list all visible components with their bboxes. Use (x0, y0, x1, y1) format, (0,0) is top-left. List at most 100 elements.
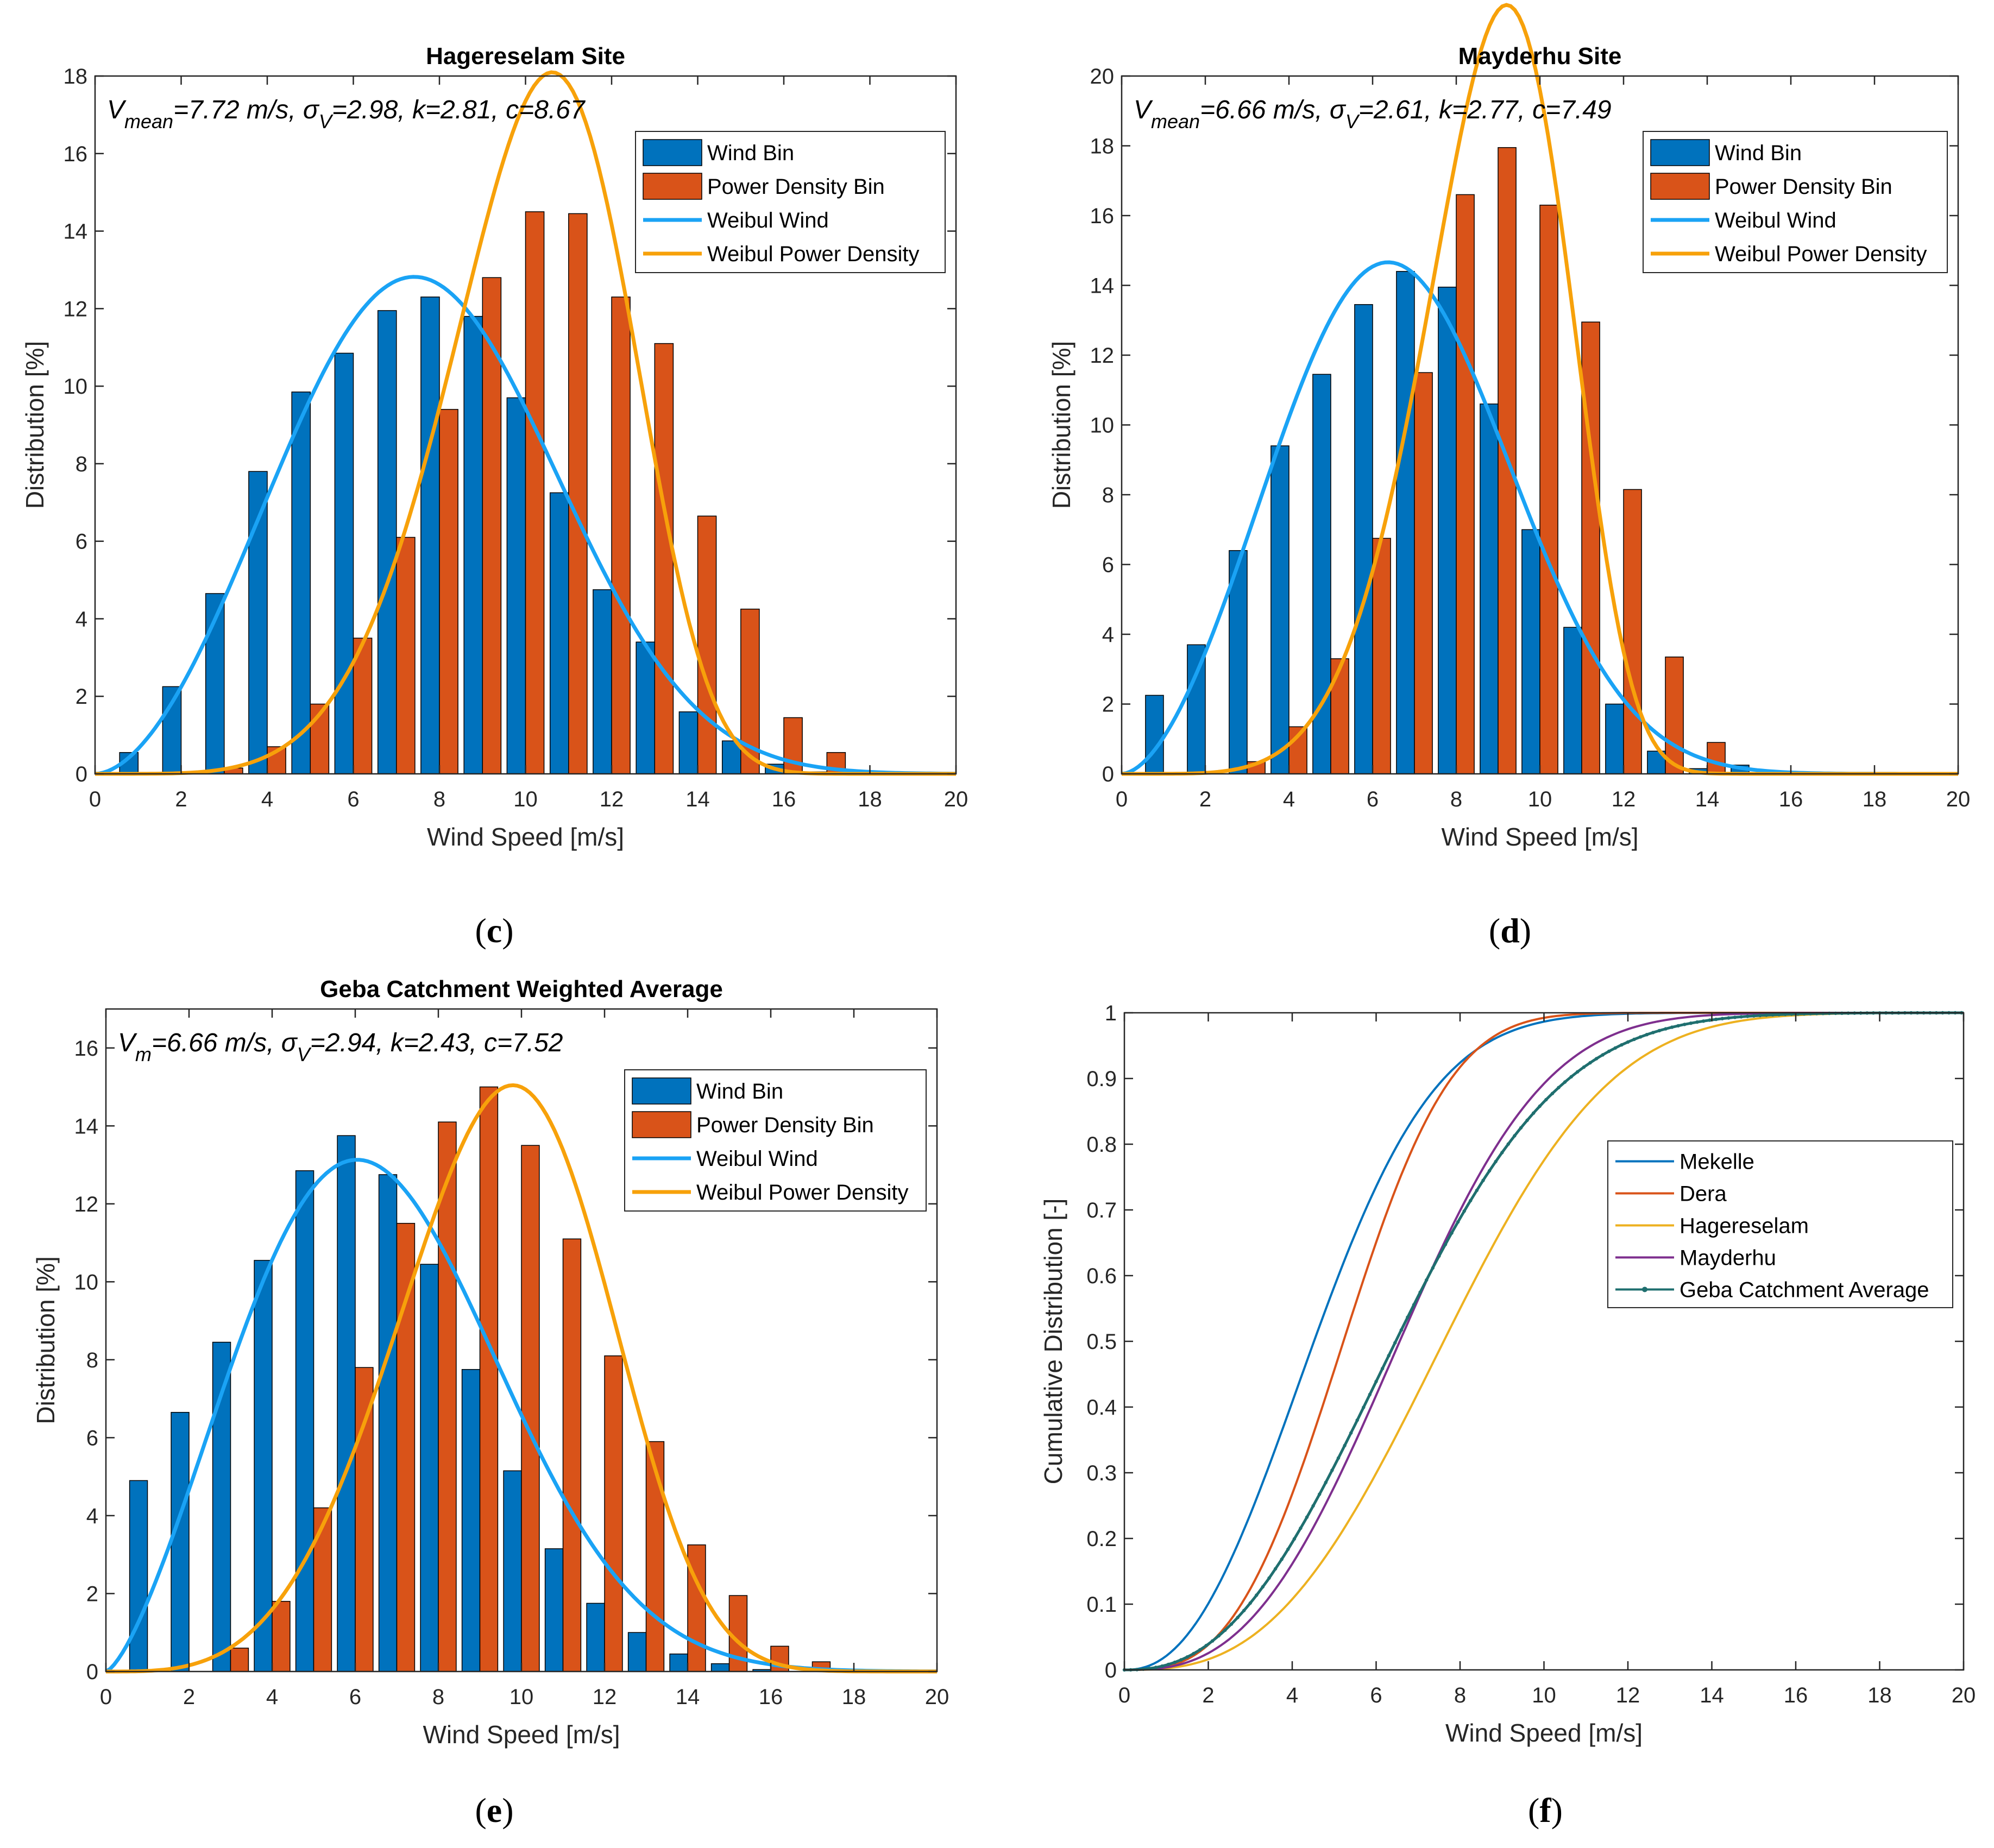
paren: ( (1489, 911, 1500, 950)
bar-wind-5 (1312, 374, 1331, 774)
y-tick-label: 18 (64, 65, 88, 89)
bar-wind-2 (1187, 644, 1206, 774)
letter: c (487, 911, 502, 950)
bar-power-7 (396, 537, 416, 774)
cdf-marker (1752, 1014, 1756, 1018)
legend-label: Wind Bin (707, 141, 794, 165)
letter: f (1539, 1791, 1551, 1830)
x-tick-label: 10 (513, 787, 538, 811)
x-tick-label: 6 (1367, 787, 1379, 811)
bar-wind-1 (1145, 695, 1164, 774)
cdf-marker (1255, 1593, 1259, 1597)
legend-swatch (632, 1077, 691, 1105)
x-tick-label: 0 (89, 787, 101, 811)
y-tick-label: 10 (74, 1270, 99, 1294)
bar-power-9 (479, 1086, 499, 1672)
legend-label: Weibul Power Density (707, 242, 920, 266)
chart-title: Hagereselam Site (426, 43, 625, 70)
legend-label: Weibul Wind (1715, 209, 1836, 232)
y-tick-label: 12 (74, 1193, 99, 1216)
cdf-marker (1469, 1199, 1473, 1202)
chart-title: Geba Catchment Weighted Average (320, 976, 723, 1002)
cdf-marker (1475, 1188, 1479, 1193)
x-tick-label: 14 (676, 1685, 700, 1709)
x-tick-label: 12 (593, 1685, 617, 1709)
annotation-part: m (135, 1043, 152, 1065)
y-tick-label: 14 (74, 1114, 99, 1138)
x-tick-label: 18 (1863, 787, 1887, 811)
cdf-marker (1393, 1341, 1397, 1345)
legend-label: Power Density Bin (696, 1113, 874, 1137)
cdf-marker (1519, 1126, 1523, 1130)
cdf-marker (1406, 1315, 1410, 1319)
bar-power-12 (1623, 489, 1642, 774)
legend-swatch (632, 1111, 691, 1138)
y-tick-label: 0.7 (1086, 1199, 1117, 1222)
cdf-marker (1720, 1017, 1724, 1020)
cdf-marker (1683, 1023, 1687, 1026)
legend: Wind Bin Power Density Bin Weibul Wind Weib… (624, 1069, 927, 1212)
bar-power-8 (1456, 194, 1475, 774)
y-tick-label: 10 (1090, 414, 1115, 438)
cdf-marker (1481, 1178, 1485, 1182)
cdf-marker (1708, 1018, 1712, 1022)
bar-power-14 (1707, 742, 1726, 774)
y-tick-label: 16 (1090, 204, 1115, 228)
weibull-power-line (106, 1083, 937, 1674)
cdf-marker (1330, 1468, 1334, 1472)
y-axis-label: Distribution [%] (32, 1256, 60, 1424)
y-tick-label: 16 (74, 1037, 99, 1061)
y-tick-label: 2 (1102, 693, 1114, 717)
bar-wind-7 (378, 1174, 398, 1672)
cdf-marker (1594, 1057, 1599, 1061)
bar-power-8 (438, 1121, 457, 1672)
bar-power-6 (353, 638, 373, 774)
x-tick-label: 2 (1199, 787, 1211, 811)
paren: ) (502, 1791, 513, 1830)
annotation-part: σ (281, 1029, 298, 1057)
x-tick-label: 0 (100, 1685, 112, 1709)
cdf-marker (1154, 1666, 1158, 1669)
y-tick-label: 6 (86, 1426, 98, 1450)
bar-wind-7 (377, 310, 397, 774)
x-tick-label: 8 (1454, 1683, 1466, 1707)
cdf-marker (1179, 1658, 1183, 1662)
bar-wind-11 (544, 1548, 564, 1672)
x-tick-label: 8 (432, 1685, 444, 1709)
cdf-marker (1280, 1557, 1284, 1561)
y-tick-label: 2 (76, 685, 87, 709)
cdf-marker (1311, 1504, 1315, 1508)
cdf-marker (1160, 1664, 1164, 1668)
paren: ( (1528, 1791, 1539, 1830)
x-tick-label: 4 (1286, 1683, 1298, 1707)
bar-wind-1 (129, 1480, 148, 1672)
annotation-part: V (118, 1029, 137, 1057)
cdf-marker (1450, 1231, 1454, 1235)
x-tick-label: 6 (347, 787, 359, 811)
bar-wind-5 (295, 1170, 314, 1672)
y-tick-label: 6 (1102, 553, 1114, 577)
annotation-part: =2.61, k=2.77, c=7.49 (1358, 96, 1612, 124)
cdf-marker (1576, 1070, 1580, 1074)
bar-power-12 (604, 1355, 623, 1672)
x-axis-label: Wind Speed [m/s] (1445, 1719, 1643, 1747)
y-tick-label: 16 (64, 142, 88, 166)
legend-label: Power Density Bin (707, 175, 885, 199)
x-tick-label: 20 (1946, 787, 1971, 811)
cdf-marker (1746, 1014, 1750, 1018)
x-tick-label: 4 (261, 787, 273, 811)
cdf-marker (1299, 1526, 1303, 1530)
cdf-marker (1387, 1354, 1391, 1358)
bar-wind-6 (1354, 304, 1373, 774)
cdf-marker (1229, 1622, 1234, 1626)
cdf-marker (1437, 1254, 1441, 1258)
legend: Wind Bin Power Density Bin Weibul Wind Weib… (1643, 131, 1948, 273)
cdf-marker (1462, 1209, 1466, 1213)
y-tick-label: 6 (76, 530, 87, 554)
letter: e (487, 1791, 502, 1830)
bar-wind-14 (678, 711, 699, 774)
cdf-marker (1374, 1379, 1378, 1384)
x-tick-label: 18 (858, 787, 882, 811)
subfigure-label: (f) (1528, 1791, 1563, 1830)
